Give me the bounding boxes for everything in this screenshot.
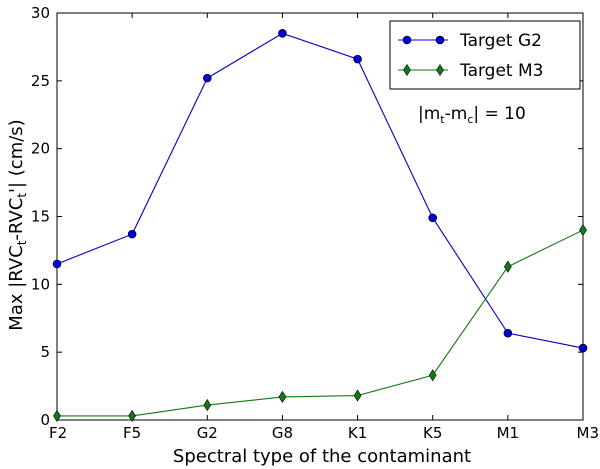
legend-marker-target-m3 xyxy=(403,63,411,77)
y-tick-label: 15 xyxy=(31,208,50,226)
x-tick-label: M3 xyxy=(577,424,600,442)
data-point-target-g2 xyxy=(353,54,362,64)
data-point-target-m3 xyxy=(353,389,362,402)
annotation-subscript: c xyxy=(467,113,473,126)
data-point-target-g2 xyxy=(503,328,513,338)
x-tick-label: K1 xyxy=(348,424,367,442)
legend-label-target-g2: Target G2 xyxy=(459,31,542,51)
legend-marker-target-m3 xyxy=(436,63,444,77)
plot-area: 0 5 10 15 20 25 30 F2 F5 G2 G8 K1 K5 M1 M3 xyxy=(31,4,599,442)
data-point-target-g2 xyxy=(278,29,287,38)
annotation-part: |m xyxy=(418,104,440,124)
x-tick-label: G2 xyxy=(197,424,218,442)
y-tick-label: 25 xyxy=(31,72,50,90)
data-point-target-g2 xyxy=(202,73,212,83)
x-tick-label: K5 xyxy=(423,424,442,442)
y-axis-title-part: -RVC xyxy=(6,198,27,241)
y-axis-title-part: '| (cm/s) xyxy=(6,119,27,193)
legend-box xyxy=(389,20,581,90)
x-tick-label: G8 xyxy=(272,424,293,442)
x-axis-title: Spectral type of the contaminant xyxy=(173,446,471,467)
y-tick-label: 20 xyxy=(31,140,50,158)
y-tick-label: 10 xyxy=(31,275,50,293)
data-point-target-g2 xyxy=(52,259,62,269)
x-tick-label: M1 xyxy=(497,424,520,442)
annotation-part: -m xyxy=(445,104,468,124)
series-line-target-m3 xyxy=(57,229,584,417)
y-axis-title: Max |RVCt-RVCt'| (cm/s) xyxy=(6,119,29,330)
y-axis-title-subscript: t xyxy=(15,193,29,198)
data-point-target-m3 xyxy=(128,409,136,422)
annotation-subscript: t xyxy=(440,113,445,126)
data-point-target-g2 xyxy=(578,343,588,353)
y-tick-label: 5 xyxy=(40,343,50,361)
data-point-target-m3 xyxy=(203,399,212,412)
annotation-magnitude-difference: |mt-mc| = 10 xyxy=(418,104,526,126)
legend-label-target-m3: Target M3 xyxy=(459,61,543,81)
data-point-target-m3 xyxy=(278,390,287,403)
y-axis-title-part: Max |RVC xyxy=(6,245,27,330)
y-tick-label: 0 xyxy=(40,411,50,429)
data-point-target-m3 xyxy=(504,260,512,273)
data-point-target-g2 xyxy=(127,229,137,239)
annotation-part: | = 10 xyxy=(473,104,525,124)
y-axis-title-subscript: t xyxy=(15,240,29,245)
data-point-target-m3 xyxy=(53,409,61,422)
legend-marker-target-g2 xyxy=(402,35,412,45)
x-tick-label: F2 xyxy=(49,424,67,442)
legend: Target G2 Target M3 xyxy=(389,20,581,90)
series-line-target-g2 xyxy=(56,32,584,349)
x-tick-label: F5 xyxy=(123,424,141,442)
y-tick-label: 30 xyxy=(31,4,50,22)
data-point-target-m3 xyxy=(428,369,437,382)
data-point-target-g2 xyxy=(428,213,438,223)
legend-marker-target-g2 xyxy=(435,35,445,45)
data-point-target-m3 xyxy=(579,224,587,237)
